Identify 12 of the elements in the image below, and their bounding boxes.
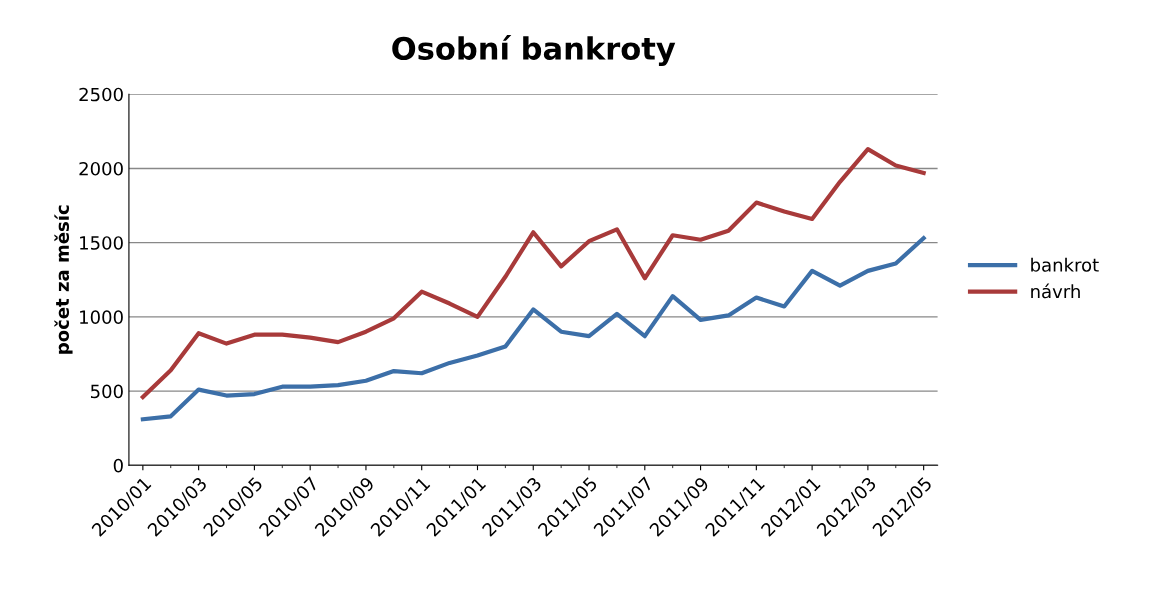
legend-label: návrh bbox=[1031, 283, 1080, 299]
line-series bbox=[140, 147, 926, 400]
y-tick-label: 1500 bbox=[80, 236, 123, 250]
chart-title: Osobní bankroty bbox=[392, 35, 676, 67]
line-series bbox=[140, 236, 926, 422]
y-tick-label: 2500 bbox=[79, 87, 123, 102]
y-tick-label: 1000 bbox=[80, 310, 123, 324]
y-axis-title: počet za měsíc bbox=[54, 205, 73, 354]
y-tick-label: 500 bbox=[90, 384, 123, 399]
legend-label: bankrot bbox=[1031, 257, 1099, 272]
y-tick-label: 0 bbox=[113, 458, 123, 473]
y-tick-label: 2000 bbox=[79, 161, 123, 176]
